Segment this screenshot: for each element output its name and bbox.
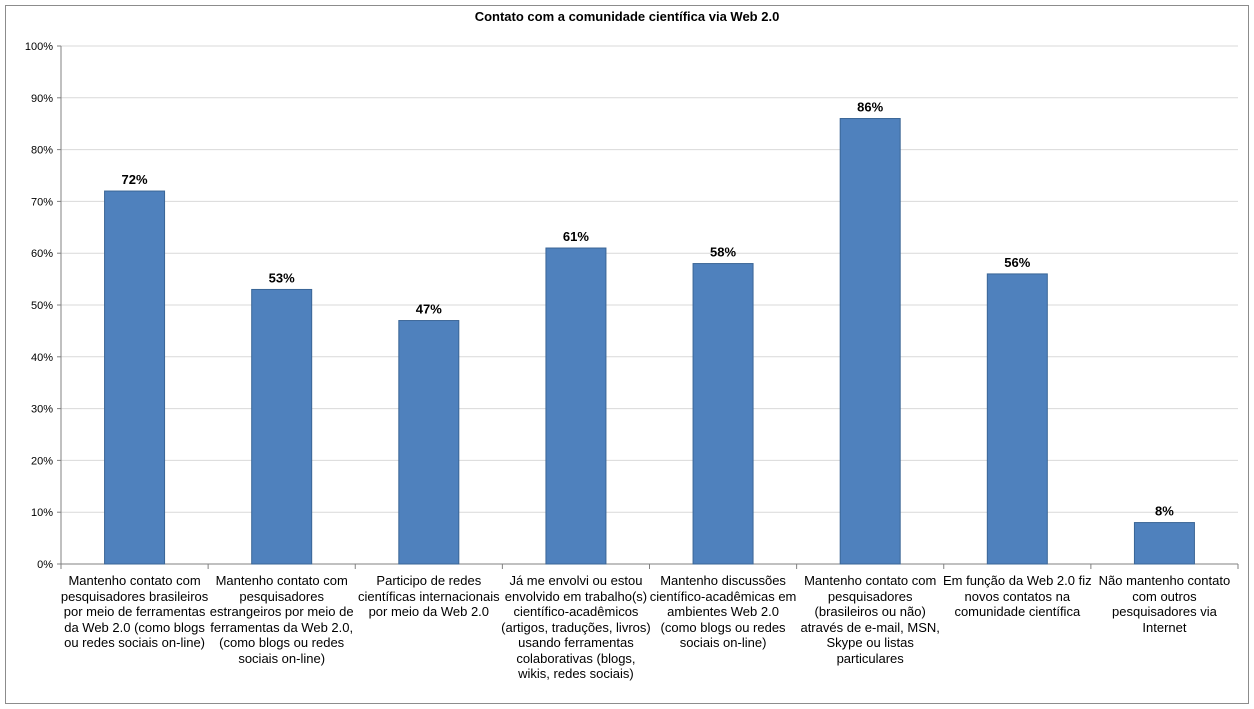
bar bbox=[398, 320, 460, 565]
x-category-label: Em função da Web 2.0 fiz novos contatos … bbox=[943, 573, 1092, 619]
x-category-label: Mantenho discussões científico-acadêmica… bbox=[649, 573, 797, 650]
bar bbox=[251, 288, 313, 565]
bar bbox=[545, 247, 607, 565]
bar bbox=[986, 273, 1048, 565]
y-tick-label: 100% bbox=[25, 41, 53, 53]
data-label: 8% bbox=[1155, 504, 1174, 519]
data-label: 56% bbox=[1004, 255, 1030, 270]
bar bbox=[839, 118, 901, 565]
bar bbox=[692, 263, 754, 565]
x-category-label: Mantenho contato com pesquisadores (bras… bbox=[800, 573, 940, 666]
y-tick-label: 20% bbox=[31, 455, 53, 467]
y-tick-label: 70% bbox=[31, 196, 53, 208]
y-tick-label: 0% bbox=[37, 559, 53, 571]
y-tick-label: 50% bbox=[31, 300, 53, 312]
x-category-label: Mantenho contato com pesquisadores brasi… bbox=[60, 573, 209, 650]
data-label: 47% bbox=[416, 302, 442, 317]
chart-title: Contato com a comunidade científica via … bbox=[474, 9, 780, 24]
y-tick-label: 90% bbox=[31, 93, 53, 105]
y-tick-label: 60% bbox=[31, 248, 53, 260]
data-label: 72% bbox=[122, 172, 148, 187]
y-tick-label: 10% bbox=[31, 507, 53, 519]
x-category-label: Participo de redes científicas internaci… bbox=[357, 573, 500, 619]
y-tick-label: 80% bbox=[31, 145, 53, 157]
data-label: 86% bbox=[857, 100, 883, 115]
y-tick-label: 30% bbox=[31, 404, 53, 416]
data-label: 53% bbox=[269, 270, 295, 285]
x-category-label: Não mantenho contato com outros pesquisa… bbox=[1098, 573, 1231, 635]
bar bbox=[1133, 522, 1195, 565]
data-label: 58% bbox=[710, 245, 736, 260]
bar bbox=[104, 190, 166, 565]
y-tick-label: 40% bbox=[31, 352, 53, 364]
data-label: 61% bbox=[563, 229, 589, 244]
x-category-label: Mantenho contato com pesquisadores estra… bbox=[209, 573, 354, 666]
x-category-label: Já me envolvi ou estou envolvido em trab… bbox=[501, 573, 651, 681]
